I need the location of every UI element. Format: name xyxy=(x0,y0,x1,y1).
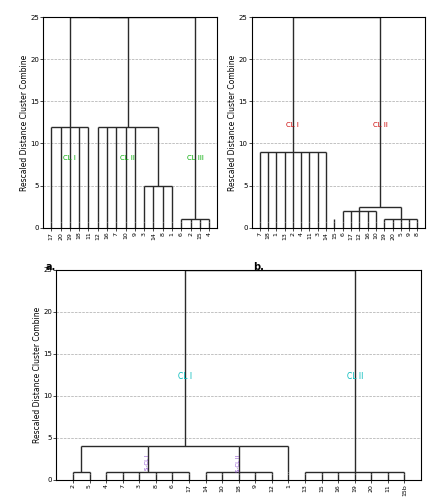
Text: S-CL II: S-CL II xyxy=(236,455,241,472)
Text: a.: a. xyxy=(45,262,56,272)
Text: CL II: CL II xyxy=(121,156,135,162)
Text: CL I: CL I xyxy=(178,372,192,381)
Text: CL II: CL II xyxy=(346,372,363,381)
Text: CL III: CL III xyxy=(187,156,204,162)
Text: CL II: CL II xyxy=(373,122,388,128)
Y-axis label: Rescaled Distance Cluster Combine: Rescaled Distance Cluster Combine xyxy=(33,307,42,443)
Text: S-CL I: S-CL I xyxy=(145,455,150,470)
Y-axis label: Rescaled Distance Cluster Combine: Rescaled Distance Cluster Combine xyxy=(20,54,29,190)
Text: CL I: CL I xyxy=(63,156,76,162)
Text: b.: b. xyxy=(253,262,264,272)
Y-axis label: Rescaled Distance Cluster Combine: Rescaled Distance Cluster Combine xyxy=(228,54,237,190)
Text: CL I: CL I xyxy=(286,122,299,128)
